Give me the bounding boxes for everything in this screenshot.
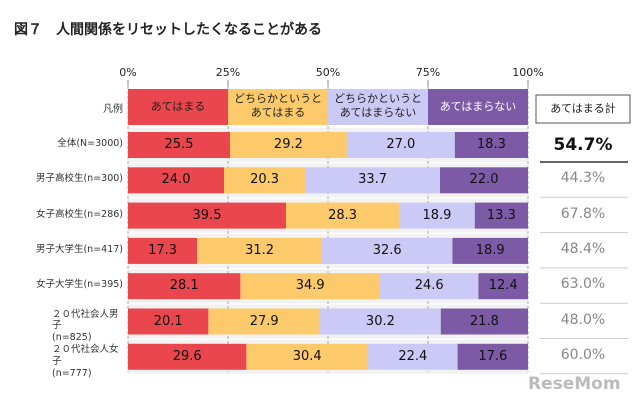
data-label: 20.3 bbox=[250, 172, 280, 188]
bar bbox=[240, 273, 380, 300]
bar bbox=[454, 132, 528, 158]
bar bbox=[128, 237, 198, 264]
bar bbox=[128, 308, 209, 335]
data-label: 30.2 bbox=[365, 313, 395, 329]
total-value: 54.7% bbox=[553, 135, 613, 155]
total-value: 44.3% bbox=[560, 170, 606, 187]
bar bbox=[128, 202, 286, 229]
total-header-box bbox=[535, 94, 631, 124]
bar bbox=[128, 273, 241, 300]
data-label: 29.2 bbox=[273, 137, 303, 152]
bar bbox=[322, 237, 453, 264]
bar bbox=[320, 308, 441, 335]
x-tick-label: 25% bbox=[215, 66, 241, 79]
legend-swatch bbox=[128, 89, 228, 125]
data-label: 29.6 bbox=[172, 348, 202, 364]
bar bbox=[208, 308, 320, 335]
data-label: 24.6 bbox=[414, 278, 444, 294]
legend-entry: どちらかというと あてはまらない bbox=[334, 92, 422, 119]
bar bbox=[457, 343, 528, 370]
bar bbox=[399, 202, 475, 229]
data-label: 22.4 bbox=[398, 348, 428, 364]
total-value: 63.0% bbox=[560, 276, 606, 293]
bar bbox=[380, 273, 479, 300]
legend-label: 凡例 bbox=[103, 104, 123, 115]
y-tick-label: 全体(N=3000) bbox=[57, 138, 123, 149]
data-label: 39.5 bbox=[192, 207, 222, 223]
data-label: 31.2 bbox=[245, 242, 275, 258]
bar bbox=[230, 132, 347, 158]
data-label: 32.6 bbox=[372, 242, 402, 258]
y-tick-label: ２０代社会人女子 (n=777) bbox=[52, 343, 119, 379]
legend-entry: あてはまる bbox=[150, 100, 206, 113]
data-label: 13.3 bbox=[486, 207, 516, 223]
data-label: 34.9 bbox=[295, 278, 325, 294]
bar bbox=[346, 132, 455, 158]
data-label: 30.4 bbox=[292, 348, 322, 364]
data-label: 20.1 bbox=[153, 313, 183, 329]
bar bbox=[224, 167, 306, 194]
bar bbox=[474, 202, 528, 229]
total-header: あてはまる計 bbox=[550, 102, 616, 115]
y-tick-label: 女子大学生(n=395) bbox=[35, 279, 123, 291]
y-tick-label: 男子高校生(n=300) bbox=[35, 173, 123, 185]
data-label: 18.9 bbox=[422, 207, 452, 223]
bar bbox=[128, 343, 247, 370]
bar bbox=[440, 308, 528, 335]
data-label: 17.6 bbox=[478, 348, 508, 364]
bar bbox=[440, 167, 528, 194]
bar bbox=[128, 132, 230, 158]
legend-entry: どちらかというと あてはまる bbox=[234, 92, 322, 119]
bar bbox=[452, 237, 528, 264]
bar bbox=[128, 167, 224, 194]
data-label: 18.3 bbox=[476, 137, 506, 152]
data-label: 25.5 bbox=[164, 137, 194, 152]
data-label: 27.9 bbox=[249, 313, 279, 329]
bar bbox=[368, 343, 458, 370]
data-label: 27.0 bbox=[386, 137, 416, 152]
data-label: 33.7 bbox=[358, 172, 388, 188]
data-label: 12.4 bbox=[488, 278, 518, 294]
data-label: 22.0 bbox=[469, 172, 499, 188]
legend-swatch bbox=[328, 89, 428, 125]
data-label: 18.9 bbox=[475, 242, 505, 258]
total-value: 48.4% bbox=[560, 240, 606, 257]
x-tick-label: 50% bbox=[315, 66, 341, 79]
legend-entry: あてはまらない bbox=[439, 100, 517, 113]
y-tick-label: ２０代社会人男子 (n=825) bbox=[52, 308, 119, 344]
data-label: 24.0 bbox=[161, 172, 191, 188]
bar bbox=[305, 167, 440, 194]
x-tick-label: 0% bbox=[119, 66, 137, 79]
legend-swatch bbox=[228, 89, 328, 125]
x-tick-label: 75% bbox=[415, 66, 441, 79]
data-label: 28.3 bbox=[328, 207, 358, 223]
bar bbox=[246, 343, 368, 370]
bar bbox=[478, 273, 528, 300]
data-label: 21.8 bbox=[469, 313, 499, 329]
y-tick-label: 女子高校生(n=286) bbox=[35, 208, 123, 220]
bar bbox=[197, 237, 322, 264]
y-tick-label: 男子大学生(n=417) bbox=[35, 243, 123, 255]
total-value: 67.8% bbox=[560, 205, 606, 222]
legend-swatch bbox=[428, 89, 528, 125]
bar bbox=[286, 202, 400, 229]
data-label: 17.3 bbox=[148, 242, 178, 258]
chart-title: 図７ 人間関係をリセットしたくなることがある bbox=[14, 22, 322, 38]
watermark: ReseMom bbox=[528, 374, 621, 394]
data-label: 28.1 bbox=[169, 278, 199, 294]
x-tick-label: 100% bbox=[512, 66, 544, 79]
total-value: 48.0% bbox=[560, 311, 606, 328]
total-value: 60.0% bbox=[560, 346, 606, 363]
